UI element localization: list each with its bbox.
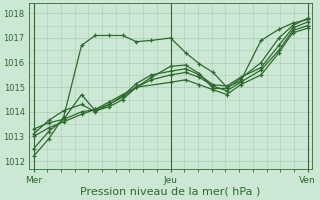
X-axis label: Pression niveau de la mer( hPa ): Pression niveau de la mer( hPa ): [80, 187, 261, 197]
